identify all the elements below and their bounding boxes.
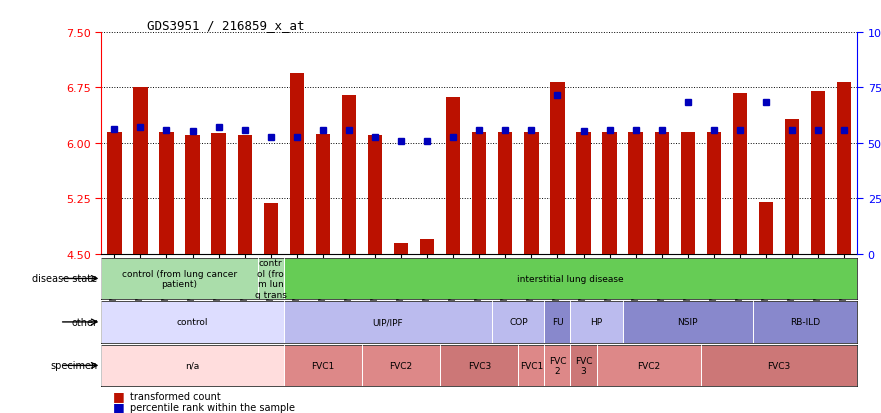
- Text: control: control: [177, 318, 208, 327]
- Text: other: other: [71, 317, 98, 327]
- Bar: [284, 258, 857, 299]
- Text: FVC
2: FVC 2: [549, 356, 566, 375]
- Bar: [524, 133, 538, 254]
- Bar: [681, 133, 695, 254]
- Text: specimen: specimen: [50, 361, 98, 370]
- Text: FVC3: FVC3: [468, 361, 491, 370]
- Text: FVC2: FVC2: [637, 361, 660, 370]
- Bar: [107, 133, 122, 254]
- Text: FVC1: FVC1: [311, 361, 335, 370]
- Bar: [394, 243, 408, 254]
- Text: GDS3951 / 216859_x_at: GDS3951 / 216859_x_at: [146, 19, 304, 32]
- Bar: [759, 202, 774, 254]
- Text: FVC2: FVC2: [389, 361, 412, 370]
- Bar: [628, 133, 643, 254]
- Bar: [101, 345, 284, 386]
- Bar: [362, 345, 440, 386]
- Bar: [492, 301, 544, 343]
- Bar: [420, 239, 434, 254]
- Text: percentile rank within the sample: percentile rank within the sample: [130, 402, 295, 412]
- Bar: [623, 301, 753, 343]
- Text: contr
ol (fro
m lun
g trans: contr ol (fro m lun g trans: [255, 259, 286, 299]
- Text: FVC
3: FVC 3: [574, 356, 592, 375]
- Bar: [133, 88, 148, 254]
- Bar: [284, 345, 362, 386]
- Bar: [498, 133, 513, 254]
- Bar: [576, 133, 590, 254]
- Text: ■: ■: [113, 400, 124, 413]
- Bar: [315, 135, 330, 254]
- Bar: [258, 258, 284, 299]
- Bar: [707, 133, 721, 254]
- Bar: [596, 345, 700, 386]
- Bar: [811, 92, 825, 254]
- Bar: [571, 345, 596, 386]
- Text: n/a: n/a: [185, 361, 200, 370]
- Bar: [544, 301, 571, 343]
- Text: ■: ■: [113, 389, 124, 402]
- Bar: [544, 345, 571, 386]
- Bar: [551, 83, 565, 254]
- Text: transformed count: transformed count: [130, 391, 221, 401]
- Bar: [284, 301, 492, 343]
- Bar: [263, 204, 278, 254]
- Text: COP: COP: [509, 318, 528, 327]
- Bar: [655, 133, 669, 254]
- Text: HP: HP: [590, 318, 603, 327]
- Bar: [101, 301, 284, 343]
- Bar: [159, 133, 174, 254]
- Text: FU: FU: [552, 318, 563, 327]
- Text: RB-ILD: RB-ILD: [790, 318, 820, 327]
- Bar: [603, 133, 617, 254]
- Bar: [290, 74, 304, 254]
- Bar: [571, 301, 623, 343]
- Bar: [185, 136, 200, 254]
- Text: FVC3: FVC3: [767, 361, 790, 370]
- Bar: [440, 345, 518, 386]
- Text: NSIP: NSIP: [677, 318, 698, 327]
- Bar: [101, 258, 258, 299]
- Bar: [753, 301, 857, 343]
- Text: interstitial lung disease: interstitial lung disease: [517, 274, 624, 283]
- Text: FVC1: FVC1: [520, 361, 543, 370]
- Text: UIP/IPF: UIP/IPF: [373, 318, 403, 327]
- Bar: [238, 136, 252, 254]
- Text: control (from lung cancer
patient): control (from lung cancer patient): [122, 269, 237, 288]
- Bar: [472, 133, 486, 254]
- Bar: [700, 345, 857, 386]
- Bar: [368, 136, 382, 254]
- Bar: [837, 83, 851, 254]
- Bar: [211, 134, 226, 254]
- Bar: [518, 345, 544, 386]
- Bar: [733, 93, 747, 254]
- Bar: [446, 98, 461, 254]
- Bar: [785, 120, 799, 254]
- Bar: [342, 96, 356, 254]
- Text: disease state: disease state: [33, 274, 98, 284]
